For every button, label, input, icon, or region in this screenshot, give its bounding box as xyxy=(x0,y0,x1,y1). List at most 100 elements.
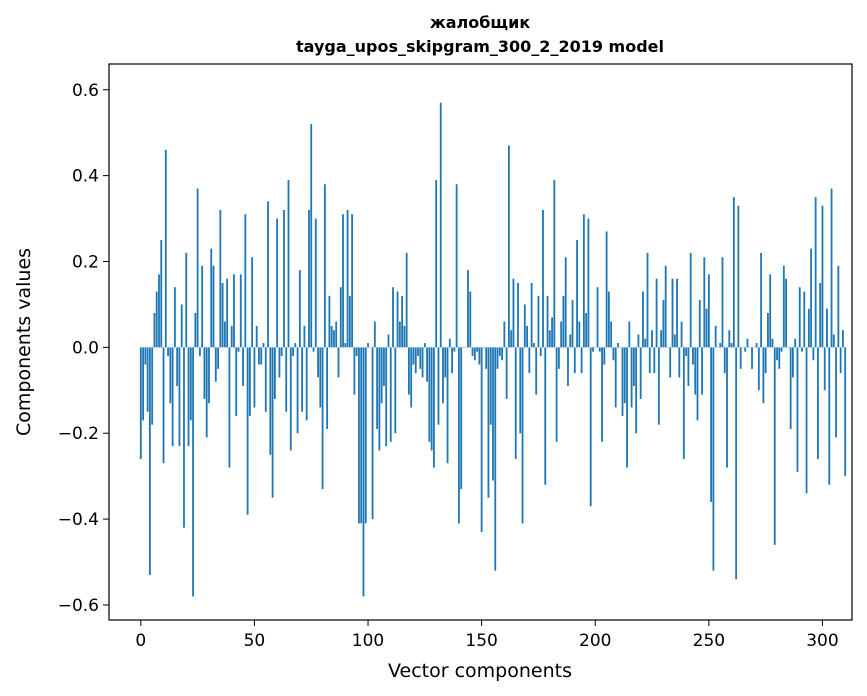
y-tick-label: 0.0 xyxy=(72,338,99,358)
bar xyxy=(285,347,288,412)
bar xyxy=(317,347,319,378)
bar xyxy=(673,334,676,348)
bar xyxy=(503,321,506,348)
bar xyxy=(617,343,619,348)
bar xyxy=(732,197,735,348)
bar xyxy=(676,278,678,348)
bar xyxy=(635,347,638,434)
bar xyxy=(217,347,219,369)
bar xyxy=(762,347,765,404)
bar xyxy=(494,347,497,571)
bar xyxy=(246,347,249,515)
bar xyxy=(510,330,513,348)
y-tick-label: 0.2 xyxy=(72,252,99,272)
bar xyxy=(546,295,549,348)
bar-series xyxy=(139,102,847,597)
bar xyxy=(183,347,185,528)
bar xyxy=(562,295,565,348)
bar xyxy=(346,209,349,348)
bar xyxy=(339,287,342,348)
bar xyxy=(221,282,224,348)
bar xyxy=(298,270,301,348)
bar xyxy=(319,347,322,408)
bar xyxy=(144,347,147,365)
bar xyxy=(703,257,706,348)
bar xyxy=(519,347,522,434)
bar xyxy=(344,343,347,348)
bar xyxy=(710,347,713,502)
bar xyxy=(360,347,363,524)
x-tick-label: 250 xyxy=(693,631,725,651)
x-tick-label: 0 xyxy=(135,631,146,651)
bar xyxy=(364,347,367,524)
bar xyxy=(219,209,222,348)
bar xyxy=(226,278,229,348)
bar xyxy=(712,347,715,571)
bar xyxy=(233,274,235,348)
x-tick-label: 150 xyxy=(465,631,497,651)
bar xyxy=(755,343,758,348)
bar xyxy=(569,334,572,348)
bar xyxy=(276,218,279,348)
bar xyxy=(651,330,653,348)
bar xyxy=(396,291,399,348)
bar xyxy=(430,347,433,451)
x-axis: 0 50 100 150 200 250 300 xyxy=(135,620,839,651)
bar xyxy=(751,347,753,369)
bar xyxy=(578,321,581,348)
bar xyxy=(335,321,338,348)
bar xyxy=(394,347,397,434)
bar xyxy=(803,291,806,348)
bar xyxy=(819,282,822,348)
bar xyxy=(273,347,276,399)
bar xyxy=(623,347,626,404)
bar xyxy=(403,325,406,348)
x-tick-label: 100 xyxy=(352,631,384,651)
bar xyxy=(187,347,190,447)
bar xyxy=(678,347,681,378)
bar xyxy=(292,347,294,356)
bar xyxy=(607,291,610,348)
bar xyxy=(155,291,158,348)
bar xyxy=(301,347,304,412)
bar xyxy=(446,347,449,464)
bar xyxy=(455,184,458,348)
bar xyxy=(451,347,454,374)
bar xyxy=(314,218,317,348)
bar xyxy=(737,205,740,348)
x-tick-label: 200 xyxy=(579,631,611,651)
bar xyxy=(721,257,724,348)
bar xyxy=(596,287,599,348)
bar xyxy=(321,347,324,490)
bar xyxy=(746,338,749,348)
bar xyxy=(769,274,772,348)
bar xyxy=(526,325,528,348)
bar xyxy=(448,338,451,348)
bar xyxy=(153,313,156,348)
bar xyxy=(560,321,563,348)
bar xyxy=(387,334,390,348)
bar xyxy=(528,347,531,374)
bar xyxy=(796,347,799,472)
bar xyxy=(532,343,535,348)
bar xyxy=(294,343,297,348)
bar xyxy=(235,347,238,417)
bar xyxy=(228,347,231,468)
bar xyxy=(512,278,515,348)
bar xyxy=(244,214,247,348)
bar xyxy=(460,347,463,490)
bar xyxy=(776,347,778,361)
bar xyxy=(792,347,794,378)
bar xyxy=(817,347,819,459)
bar xyxy=(551,317,553,348)
bar xyxy=(728,330,731,348)
bar xyxy=(160,240,163,348)
bar xyxy=(205,347,208,438)
bar xyxy=(582,214,585,348)
bar xyxy=(253,347,256,408)
bar xyxy=(621,347,624,417)
bar xyxy=(408,347,410,395)
bar xyxy=(489,347,492,425)
bar xyxy=(839,347,842,374)
bar xyxy=(142,347,144,421)
